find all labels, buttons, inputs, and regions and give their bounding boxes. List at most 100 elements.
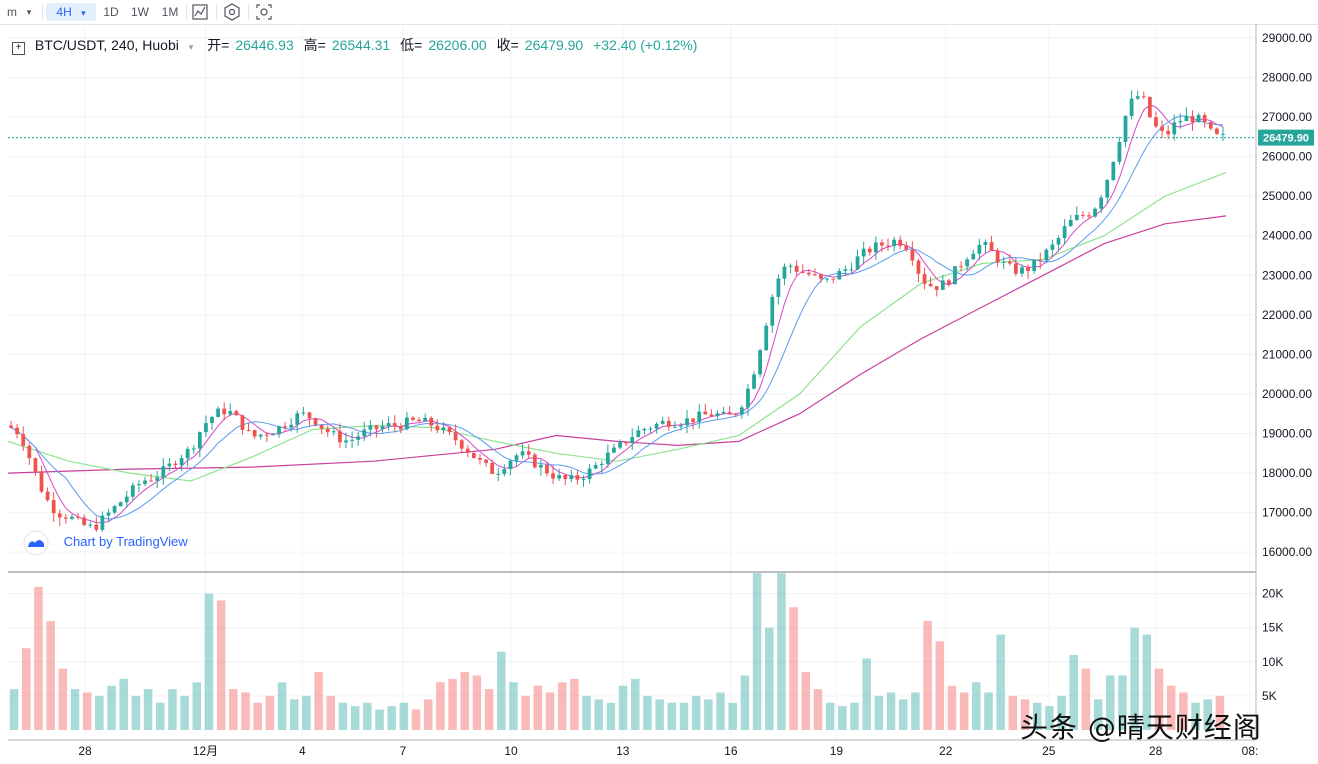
volume-bar	[265, 695, 275, 730]
candle	[216, 406, 220, 418]
candle-body	[143, 480, 147, 484]
candle-body	[70, 516, 74, 519]
candle-body	[478, 457, 482, 460]
candle	[502, 464, 507, 477]
candle	[228, 403, 233, 417]
candle	[514, 453, 519, 467]
volume-bar	[338, 702, 348, 730]
candle-body	[624, 442, 629, 444]
candle-body	[666, 420, 671, 427]
interval-1w[interactable]: 1W	[131, 5, 149, 19]
candle-body	[679, 425, 683, 427]
candle	[478, 454, 482, 465]
price-tick-label: 29000.00	[1262, 31, 1312, 45]
candle	[959, 261, 963, 272]
candle-body	[551, 473, 555, 479]
candle	[191, 445, 196, 454]
candle	[392, 415, 397, 433]
candle-body	[910, 249, 915, 261]
symbol-chevron-icon[interactable]: ▾	[188, 42, 194, 52]
candle-body	[1178, 121, 1183, 123]
indicators-icon[interactable]	[222, 2, 242, 22]
volume-bar	[1057, 695, 1066, 730]
candle	[411, 416, 415, 422]
candle	[764, 322, 769, 352]
candle	[1184, 107, 1189, 122]
interval-prefix[interactable]: m	[7, 5, 17, 19]
interval-1m[interactable]: 1M	[161, 5, 179, 19]
candle-body	[33, 458, 38, 472]
volume-bar	[984, 692, 993, 730]
volume-bar	[241, 692, 250, 730]
candle-body	[283, 426, 287, 428]
candle-body	[1105, 179, 1110, 198]
candle-body	[886, 245, 890, 247]
volume-bar	[168, 689, 177, 730]
legend-expand-icon[interactable]: +	[12, 42, 25, 55]
candle-body	[806, 272, 811, 275]
candle-body	[508, 460, 513, 470]
candle	[557, 468, 562, 481]
candle	[709, 409, 714, 417]
candle-body	[350, 439, 354, 441]
candle-body	[1208, 122, 1213, 129]
candle-body	[904, 245, 909, 250]
candle-body	[423, 417, 428, 422]
candle	[1038, 252, 1043, 269]
candle	[666, 416, 671, 431]
volume-bar	[363, 702, 372, 730]
candle	[149, 474, 154, 482]
symbol-title[interactable]: BTC/USDT, 240, Huobi	[34, 37, 179, 53]
candle	[33, 457, 38, 476]
candle	[1099, 195, 1104, 213]
volume-bar	[911, 692, 920, 730]
volume-bar	[399, 702, 409, 730]
candle-body	[1196, 115, 1201, 123]
candle	[825, 277, 829, 283]
chart-style-icon[interactable]	[190, 2, 210, 22]
candle-body	[892, 239, 896, 247]
interval-1d[interactable]: 1D	[103, 5, 119, 19]
candle-body	[995, 250, 1000, 263]
candle	[569, 469, 574, 483]
candle	[1105, 179, 1110, 204]
interval-selector[interactable]: 4H ▾	[46, 3, 96, 21]
candle	[1020, 264, 1024, 278]
candle-body	[526, 451, 531, 455]
candle-body	[1080, 214, 1085, 216]
moving-average-line	[7, 215, 1227, 474]
candle-body	[672, 426, 677, 428]
volume-bar	[1106, 675, 1115, 730]
candle-body	[295, 413, 300, 425]
candle-body	[118, 502, 123, 507]
candle-body	[660, 420, 665, 424]
candle-body	[161, 466, 166, 478]
candle	[1026, 264, 1030, 279]
candle-body	[1020, 267, 1024, 274]
screenshot-icon[interactable]	[254, 2, 274, 22]
candle-body	[654, 423, 659, 429]
candle-body	[277, 426, 281, 435]
candle	[471, 452, 476, 459]
tradingview-branding[interactable]: Chart by TradingView	[22, 529, 188, 556]
volume-bar	[1166, 685, 1176, 730]
candle	[15, 423, 20, 439]
moving-average-line	[7, 171, 1227, 482]
candle	[563, 473, 568, 486]
candle	[295, 410, 300, 433]
candle	[484, 458, 488, 467]
candle-body	[758, 350, 763, 375]
candle-body	[825, 278, 829, 280]
candle-body	[338, 431, 342, 443]
candle-body	[45, 491, 50, 501]
candle	[624, 441, 629, 447]
interval-prefix-chevron-icon[interactable]: ▾	[26, 7, 32, 17]
candle	[1111, 161, 1116, 182]
candle	[1050, 239, 1055, 257]
candle	[880, 239, 884, 253]
volume-bar	[460, 672, 470, 730]
candle	[1087, 212, 1091, 219]
candle-body	[313, 418, 318, 425]
candle-body	[392, 423, 397, 427]
